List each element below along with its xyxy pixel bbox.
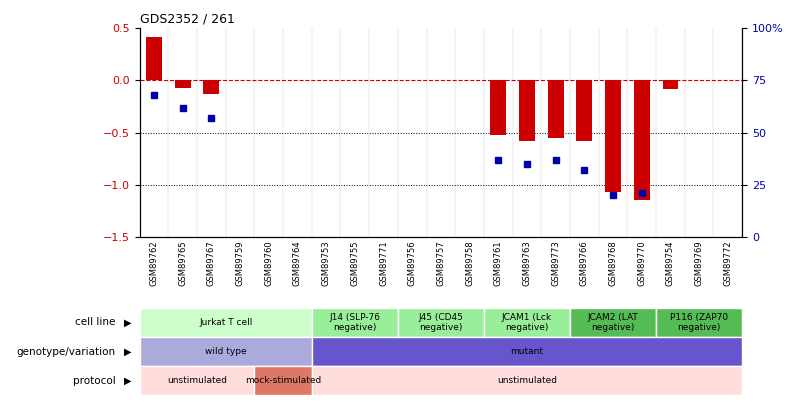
Bar — [547, 81, 563, 138]
Text: GSM89767: GSM89767 — [207, 240, 216, 286]
Text: GSM89756: GSM89756 — [408, 240, 417, 286]
Text: JCAM2 (LAT
negative): JCAM2 (LAT negative) — [587, 313, 638, 332]
Bar — [312, 337, 742, 366]
Text: GSM89754: GSM89754 — [666, 240, 675, 286]
Bar — [491, 81, 506, 135]
Text: GSM89770: GSM89770 — [638, 240, 646, 286]
Text: GSM89762: GSM89762 — [149, 240, 159, 286]
Bar — [312, 366, 742, 395]
Text: GSM89761: GSM89761 — [494, 240, 503, 286]
Bar — [312, 308, 398, 337]
Text: protocol: protocol — [73, 376, 116, 386]
Text: wild type: wild type — [205, 347, 247, 356]
Bar — [519, 81, 535, 141]
Text: GSM89758: GSM89758 — [465, 240, 474, 286]
Bar — [662, 81, 678, 89]
Text: GSM89773: GSM89773 — [551, 240, 560, 286]
Bar — [175, 81, 191, 88]
Text: GSM89769: GSM89769 — [694, 240, 704, 286]
Text: GSM89760: GSM89760 — [264, 240, 273, 286]
Bar — [634, 81, 650, 200]
Text: GSM89768: GSM89768 — [609, 240, 618, 286]
Text: GSM89755: GSM89755 — [350, 240, 359, 286]
Text: unstimulated: unstimulated — [497, 376, 557, 385]
Text: ▶: ▶ — [124, 376, 131, 386]
Text: GSM89763: GSM89763 — [523, 240, 531, 286]
Text: GSM89765: GSM89765 — [178, 240, 188, 286]
Bar — [146, 37, 162, 81]
Bar — [140, 308, 312, 337]
Bar — [570, 308, 656, 337]
Text: P116 (ZAP70
negative): P116 (ZAP70 negative) — [670, 313, 728, 332]
Text: genotype/variation: genotype/variation — [17, 347, 116, 356]
Bar — [605, 81, 621, 192]
Text: mock-stimulated: mock-stimulated — [245, 376, 322, 385]
Bar — [656, 308, 742, 337]
Text: J45 (CD45
negative): J45 (CD45 negative) — [418, 313, 464, 332]
Text: GSM89764: GSM89764 — [293, 240, 302, 286]
Text: GSM89772: GSM89772 — [723, 240, 733, 286]
Text: J14 (SLP-76
negative): J14 (SLP-76 negative) — [330, 313, 381, 332]
Text: Jurkat T cell: Jurkat T cell — [199, 318, 252, 327]
Text: GSM89759: GSM89759 — [235, 240, 244, 286]
Text: ▶: ▶ — [124, 347, 131, 356]
Bar — [398, 308, 484, 337]
Text: GSM89753: GSM89753 — [322, 240, 330, 286]
Text: GSM89771: GSM89771 — [379, 240, 388, 286]
Text: cell line: cell line — [75, 318, 116, 327]
Bar — [203, 81, 219, 94]
Text: JCAM1 (Lck
negative): JCAM1 (Lck negative) — [502, 313, 552, 332]
Bar — [140, 337, 312, 366]
Bar — [576, 81, 592, 141]
Text: mutant: mutant — [511, 347, 543, 356]
Text: GSM89757: GSM89757 — [437, 240, 445, 286]
Text: GSM89766: GSM89766 — [580, 240, 589, 286]
Text: ▶: ▶ — [124, 318, 131, 327]
Bar — [255, 366, 312, 395]
Bar — [140, 366, 255, 395]
Bar — [484, 308, 570, 337]
Text: unstimulated: unstimulated — [167, 376, 227, 385]
Text: GDS2352 / 261: GDS2352 / 261 — [140, 13, 235, 26]
